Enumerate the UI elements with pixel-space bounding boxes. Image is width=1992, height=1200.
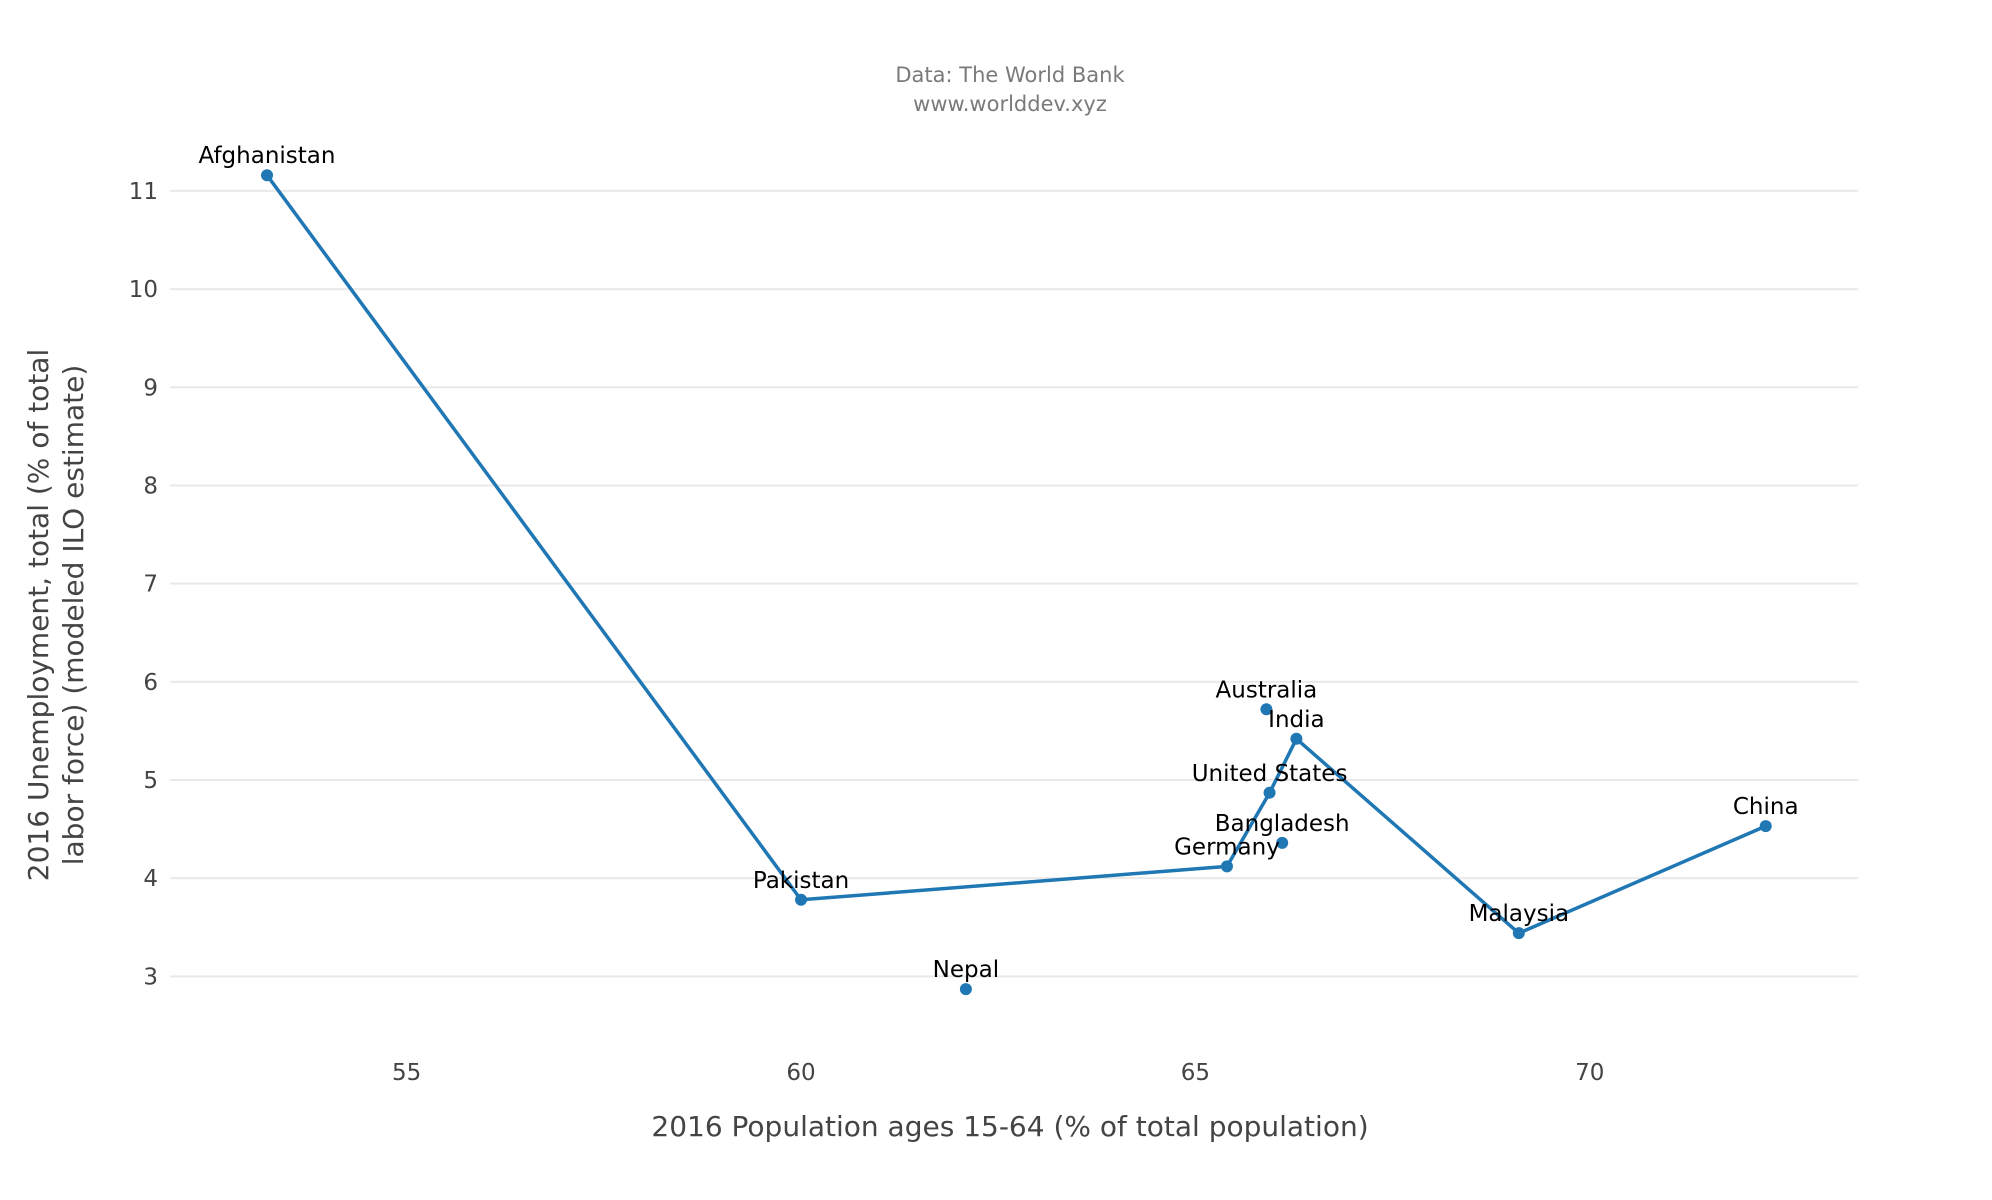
y-axis-title: 2016 Unemployment, total (% of total lab… [22,349,90,881]
point-label-india: India [1268,707,1324,733]
y-axis-title-line-1: 2016 Unemployment, total (% of total [22,349,55,881]
data-point-afghanistan[interactable] [261,169,274,182]
point-label-australia: Australia [1216,677,1318,703]
y-tick-label: 11 [129,179,158,205]
point-label-united-states: United States [1192,761,1348,787]
x-tick-label: 70 [1575,1060,1604,1086]
point-labels: Afghanistan Pakistan Nepal Germany Australia… [199,143,1799,983]
y-tick-label: 10 [129,277,158,303]
markers [261,169,1772,996]
y-tick-label: 5 [143,768,158,794]
data-point-australia[interactable] [1260,703,1273,716]
data-point-bangladesh[interactable] [1276,836,1289,849]
source-line-1: Data: The World Bank [895,63,1125,87]
point-label-malaysia: Malaysia [1469,901,1570,927]
data-point-nepal[interactable] [959,983,972,996]
x-tick-label: 65 [1181,1060,1210,1086]
point-label-germany: Germany [1174,834,1280,860]
source-line-2: www.worlddev.xyz [913,92,1107,116]
data-point-pakistan[interactable] [795,893,808,906]
axis-ticks: 3 4 5 6 7 8 9 10 11 55 60 65 70 [129,179,1605,1086]
y-tick-label: 7 [143,572,158,598]
point-label-bangladesh: Bangladesh [1215,811,1350,837]
y-tick-label: 4 [143,866,158,892]
point-label-pakistan: Pakistan [753,868,849,894]
data-point-malaysia[interactable] [1512,927,1525,940]
y-axis-title-line-2: labor force) (modeled ILO estimate) [57,365,90,866]
point-label-nepal: Nepal [933,957,999,983]
x-tick-label: 55 [392,1060,421,1086]
data-point-united-states[interactable] [1263,786,1276,799]
data-point-germany[interactable] [1220,860,1233,873]
y-tick-label: 8 [143,473,158,499]
data-point-india[interactable] [1290,732,1303,745]
point-label-afghanistan: Afghanistan [199,143,336,169]
point-label-china: China [1733,794,1799,820]
gridlines [170,189,1858,978]
data-point-china[interactable] [1759,820,1772,833]
x-axis-title: 2016 Population ages 15-64 (% of total p… [651,1110,1368,1143]
y-tick-label: 9 [143,375,158,401]
y-tick-label: 6 [143,670,158,696]
x-tick-label: 60 [786,1060,815,1086]
y-tick-label: 3 [143,964,158,990]
